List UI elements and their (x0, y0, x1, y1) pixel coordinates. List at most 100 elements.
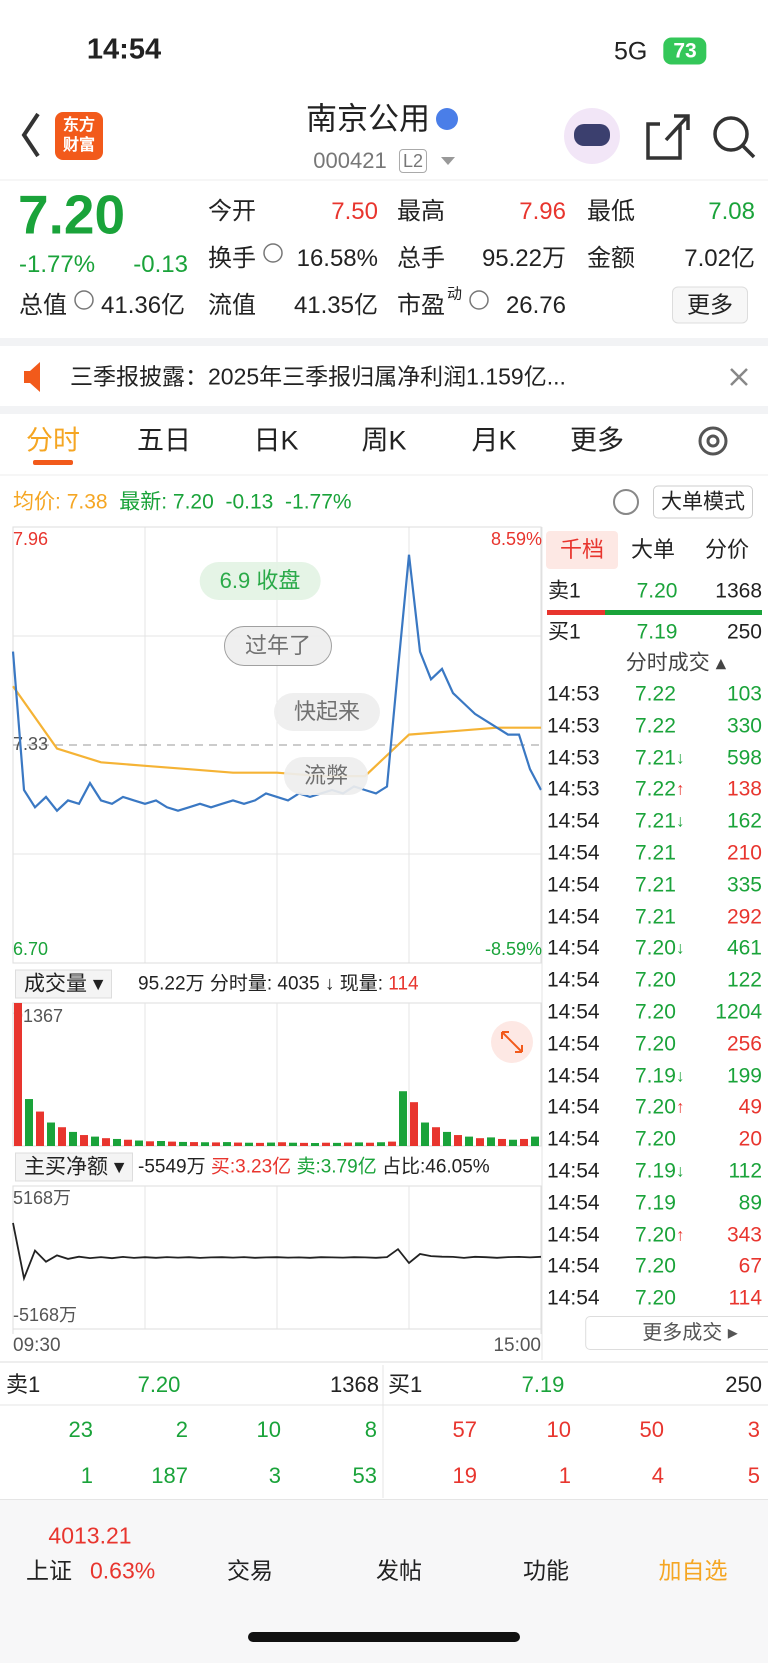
status-network: 5G (614, 37, 648, 66)
volume-bar (421, 1122, 429, 1146)
tab[interactable]: 更多 (570, 425, 624, 456)
volume-bar (509, 1139, 517, 1146)
nav-label[interactable]: 功能 (523, 1557, 569, 1584)
trade-price: 7.21 (635, 873, 676, 897)
buy-label: 买1 (388, 1372, 423, 1397)
battery: 73 (663, 37, 707, 65)
y2-tick-label: -8.59% (485, 939, 542, 959)
volume-bar (267, 1142, 275, 1146)
trade-volume: 20 (738, 1127, 762, 1151)
trade-time: 14:54 (547, 809, 600, 833)
trade-time: 14:53 (547, 777, 600, 801)
trade-price: 7.20 (635, 936, 676, 960)
avg-value: 7.38 (66, 490, 108, 514)
ask-volume: 1368 (715, 579, 762, 603)
trade-time: 14:54 (547, 1064, 600, 1088)
mode-button[interactable]: 大单模式 (653, 485, 753, 519)
volume-bar (91, 1136, 99, 1146)
help-icon (613, 489, 639, 515)
trade-volume: 103 (726, 682, 762, 706)
share-icon (646, 114, 690, 160)
tab[interactable]: 月K (471, 425, 517, 456)
volume-bar (278, 1142, 286, 1146)
volume-bar (300, 1142, 308, 1146)
field-label: 换手 (208, 245, 256, 272)
stock-name: 南京公用 (306, 101, 430, 137)
index-value[interactable]: 4013.21 (48, 1522, 132, 1549)
volume-bar (223, 1142, 231, 1146)
trade-volume: 335 (726, 873, 762, 897)
trade-volume: 162 (726, 809, 762, 833)
volume-bar (190, 1142, 198, 1146)
info-icon (74, 290, 94, 310)
panel-tab[interactable]: 大单 (630, 537, 676, 562)
nav-label[interactable]: 交易 (227, 1557, 273, 1584)
buy-volume: 250 (725, 1372, 762, 1397)
info-icon (469, 290, 489, 310)
field-label: 总手 (397, 245, 445, 272)
volume-bar (256, 1142, 264, 1146)
volume-selector[interactable]: 成交量 ▾ (15, 969, 113, 999)
tab[interactable]: 分时 (26, 425, 80, 456)
comment-bubble: 流弊 (283, 757, 369, 795)
trade-time: 14:54 (547, 1159, 600, 1183)
field-value: 7.96 (519, 198, 566, 225)
volume-bar (135, 1140, 143, 1146)
notice[interactable]: 三季报披露：2025年三季报归属净利润1.159亿... (70, 363, 566, 390)
trade-price: 7.22 (635, 777, 676, 801)
info-icon (263, 243, 283, 263)
money-summary: -5549万 买:3.23亿 卖:3.79亿 占比:46.05% (138, 1158, 490, 1177)
volume-bar (36, 1111, 44, 1146)
depth-cell: 4 (651, 1463, 664, 1488)
depth-cell: 1 (80, 1463, 93, 1488)
depth-cell: 23 (68, 1417, 93, 1442)
bid-volume: 250 (726, 620, 762, 644)
comment-bubble: 6.9 收盘 (199, 562, 321, 600)
period-volume: 4035 ↓ (277, 973, 335, 995)
more-trades-text: 更多成交 (642, 1322, 723, 1344)
search-icon (741, 144, 756, 159)
volume-total: 95.22万 (138, 973, 205, 995)
trade-volume: 138 (726, 777, 762, 801)
money-selector[interactable]: 主买净额 ▾ (15, 1152, 134, 1182)
volume-bar (124, 1139, 132, 1146)
more-trades[interactable]: 更多成交 ▸ (585, 1316, 768, 1350)
last-price: 7.20 (18, 183, 126, 246)
trade-time: 14:54 (547, 968, 600, 992)
nav-label[interactable]: 加自选 (658, 1557, 728, 1584)
panel-tab[interactable]: 分价 (704, 537, 750, 562)
more-button[interactable]: 更多 (672, 286, 748, 324)
volume-summary: 95.22万 分时量: 4035 ↓ 现量: 114 (138, 975, 419, 994)
trade-time: 14:54 (547, 1223, 600, 1247)
tab[interactable]: 五日 (137, 425, 191, 456)
volume-bar (47, 1122, 55, 1146)
sell-volume: 1368 (330, 1372, 379, 1397)
index-name: 上证 (26, 1557, 72, 1584)
volume-bar (311, 1143, 319, 1146)
depth-cell: 3 (268, 1463, 281, 1488)
sell-price: 7.20 (137, 1372, 181, 1397)
tab[interactable]: 周K (361, 425, 407, 456)
money-ratio: 占比:46.05% (381, 1156, 490, 1178)
trade-price: 7.19 (635, 1191, 676, 1215)
field-label: 市盈 (397, 292, 445, 319)
panel-tab[interactable]: 千档 (559, 537, 605, 562)
trade-volume: 67 (738, 1254, 762, 1278)
field-label: 流值 (208, 292, 256, 319)
buy-price: 7.19 (521, 1372, 565, 1397)
tab-highlight (546, 531, 618, 569)
y-tick-label: 91367 (13, 1006, 63, 1026)
volume-bar (69, 1131, 77, 1146)
volume-bar (498, 1138, 506, 1146)
index-change: 0.63% (90, 1557, 156, 1584)
app-logo[interactable] (55, 112, 103, 160)
assistant-face (574, 124, 610, 146)
trade-volume: 330 (726, 714, 762, 738)
trade-price: 7.22 (635, 714, 676, 738)
status-time: 14:54 (86, 33, 162, 66)
tab[interactable]: 日K (253, 425, 299, 456)
latest-value: 7.20 (172, 490, 214, 514)
nav-label[interactable]: 发帖 (376, 1557, 422, 1584)
close-icon (730, 368, 748, 386)
